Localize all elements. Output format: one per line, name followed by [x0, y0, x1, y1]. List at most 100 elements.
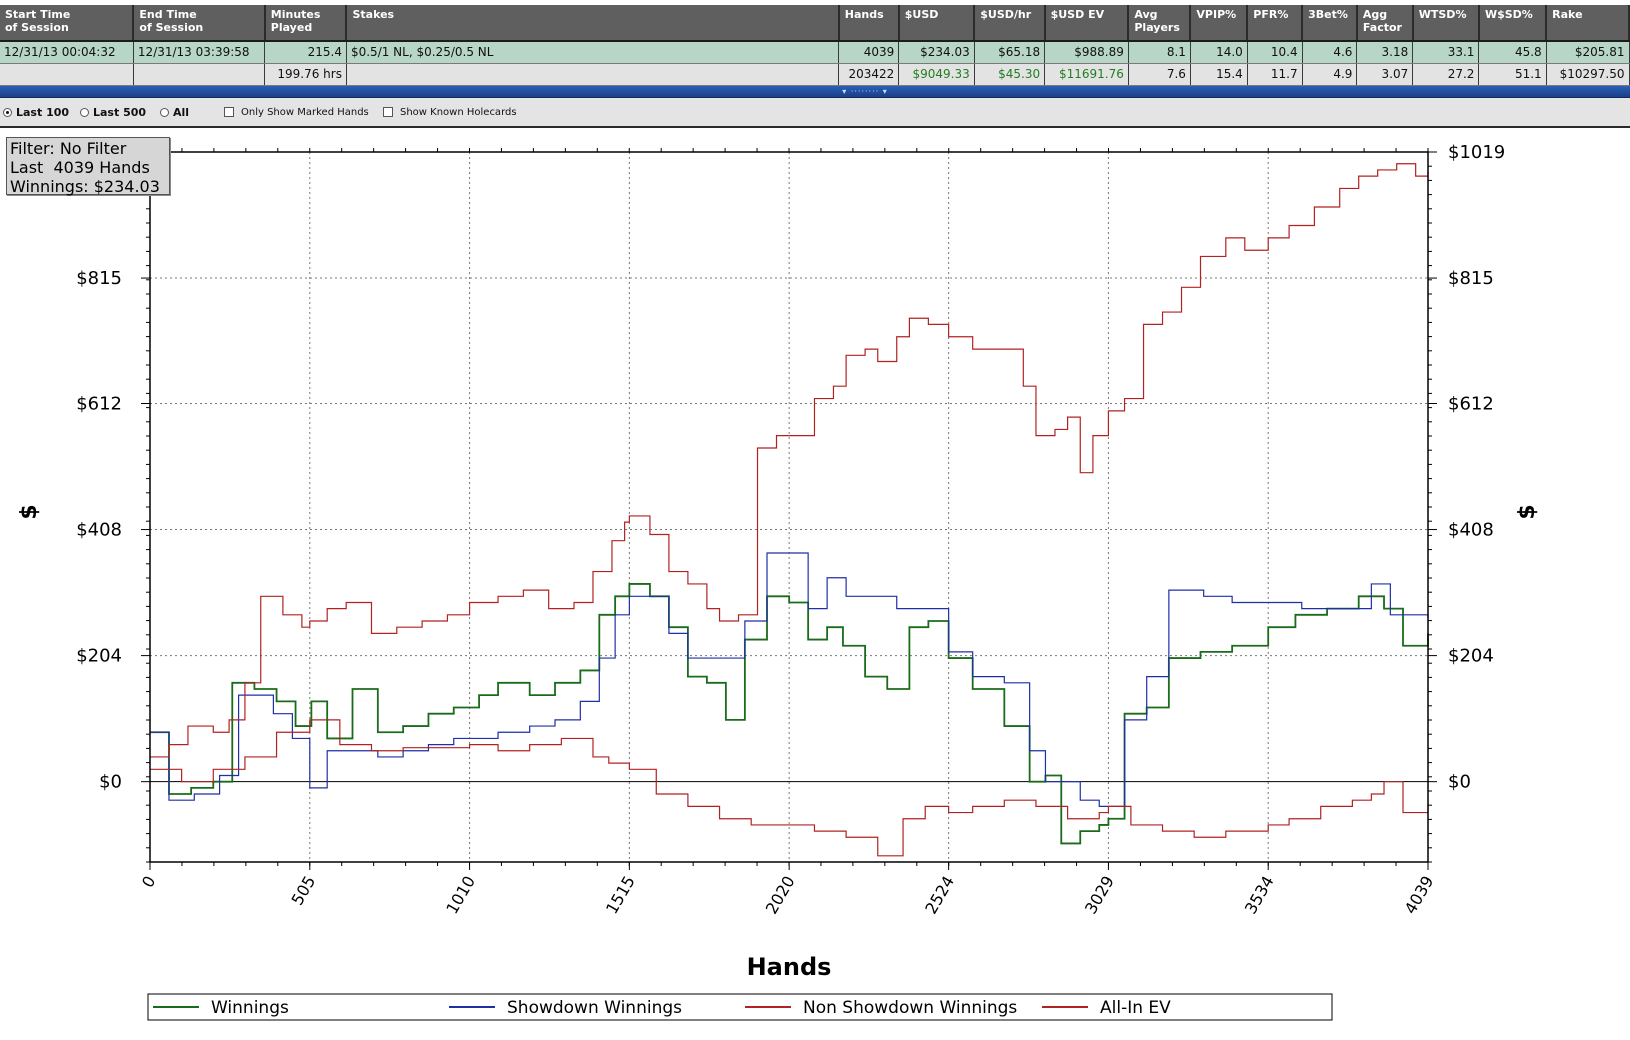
table-cell: 33.1 — [1412, 41, 1480, 64]
radio-label: Last 500 — [93, 105, 147, 119]
table-cell — [0, 63, 134, 86]
legend-label: Showdown Winnings — [507, 998, 682, 1018]
checkbox-icon[interactable] — [383, 107, 393, 117]
col-minutes-played[interactable]: Minutes Played — [264, 5, 348, 42]
y-tick-label-right: $204 — [1448, 646, 1494, 667]
radio-icon[interactable] — [160, 107, 169, 117]
y-tick-label-right: $408 — [1448, 520, 1494, 541]
winnings-graph: 0 505 1010 1515 2020 2524 3029 3534 4039 $0 $0 $204… — [17, 142, 1540, 1021]
table-cell: $988.89 — [1044, 41, 1129, 64]
y-tick-label-left: $815 — [76, 268, 122, 289]
table-cell: 3.18 — [1356, 41, 1414, 64]
table-cell — [133, 63, 266, 86]
x-tick-label: 2524 — [921, 873, 958, 918]
panel-splitter[interactable]: ▾ ········ ▾ — [0, 86, 1630, 98]
table-cell: $234.03 — [898, 41, 975, 64]
table-cell: 45.8 — [1478, 41, 1547, 64]
y-tick-label-left: $408 — [76, 520, 122, 541]
winnings-line: Winnings: $234.03 — [10, 177, 160, 196]
table-cell: 14.0 — [1190, 41, 1248, 64]
col-avg-players[interactable]: Avg Players — [1128, 5, 1192, 42]
series-line-allin_ev — [150, 163, 1429, 758]
checkbox-icon[interactable] — [224, 107, 234, 117]
table-cell: 12/31/13 03:39:58 — [133, 41, 266, 64]
table-cell: 51.1 — [1478, 63, 1547, 86]
series-line-showdown — [150, 552, 1429, 807]
y-axis-label-left: $ — [17, 504, 42, 519]
checkbox-known-holecards[interactable]: Show Known Holecards — [383, 105, 517, 119]
legend-box — [147, 993, 1333, 1021]
table-cell: $65.18 — [974, 41, 1046, 64]
x-tick-label: 3029 — [1081, 873, 1118, 918]
x-tick-label: 3534 — [1241, 873, 1278, 918]
y-tick-label-right: $1019 — [1448, 142, 1505, 163]
table-cell: 7.6 — [1128, 63, 1191, 86]
table-cell: 203422 — [838, 63, 900, 86]
radio-all[interactable]: All — [160, 105, 189, 119]
col-agg-factor[interactable]: Agg Factor — [1356, 5, 1414, 42]
plot-border — [149, 151, 1429, 863]
x-tick-label: 1010 — [442, 873, 479, 918]
col-3bet[interactable]: 3Bet% — [1302, 5, 1358, 42]
col-vpip[interactable]: VPIP% — [1190, 5, 1249, 42]
series-line-non_showdown — [150, 719, 1429, 857]
radio-selected-icon[interactable] — [3, 107, 12, 117]
table-cell: 199.76 hrs — [264, 63, 347, 86]
graph-options-bar: Last 100 Last 500 All Only Show Marked H… — [0, 98, 1630, 128]
table-cell: $45.30 — [974, 63, 1046, 86]
table-cell: 11.7 — [1247, 63, 1303, 86]
table-cell: 27.2 — [1412, 63, 1480, 86]
col-start-time[interactable]: Start Time of Session — [0, 5, 135, 42]
radio-last-100[interactable]: Last 100 — [3, 105, 69, 119]
col-usd-ev[interactable]: $USD EV — [1044, 5, 1130, 42]
col-rake[interactable]: Rake — [1546, 5, 1630, 42]
table-row-total[interactable]: 199.76 hrs 203422 $9049.33 $45.30 $11691… — [0, 63, 1630, 86]
table-cell: 15.4 — [1190, 63, 1248, 86]
table-cell: 4.9 — [1302, 63, 1358, 86]
checkbox-only-marked-hands[interactable]: Only Show Marked Hands — [224, 105, 369, 119]
y-tick-label-right: $815 — [1448, 268, 1494, 289]
legend-label: Winnings — [211, 998, 289, 1018]
col-wtsd[interactable]: WTSD% — [1412, 5, 1480, 42]
radio-icon[interactable] — [80, 107, 89, 117]
x-tick-label: 4039 — [1401, 873, 1438, 918]
y-tick-label-right: $612 — [1448, 393, 1494, 414]
col-hands[interactable]: Hands — [838, 5, 900, 42]
table-cell: 10.4 — [1247, 41, 1303, 64]
hands-count-line: Last 4039 Hands — [10, 158, 150, 177]
col-wsd[interactable]: W$SD% — [1478, 5, 1548, 42]
x-axis-label: Hands — [747, 953, 832, 981]
x-tick-label: 505 — [288, 873, 320, 909]
table-cell: $9049.33 — [898, 63, 975, 86]
y-tick-label-left: $0 — [99, 772, 122, 793]
legend-label: Non Showdown Winnings — [803, 998, 1017, 1018]
col-pfr[interactable]: PFR% — [1247, 5, 1304, 42]
col-usd-per-hr[interactable]: $USD/hr — [974, 5, 1046, 42]
table-row-session[interactable]: 12/31/13 00:04:32 12/31/13 03:39:58 215.… — [0, 41, 1630, 64]
x-tick-label: 2020 — [762, 873, 799, 918]
y-tick-label-left: $612 — [76, 393, 122, 414]
session-stats-table: Start Time of Session End Time of Sessio… — [0, 5, 1630, 86]
table-cell — [346, 63, 840, 86]
radio-label: Last 100 — [16, 105, 70, 119]
x-tick-label: 1515 — [602, 873, 639, 918]
filter-info-box: Filter: No Filter Last 4039 Hands Winnin… — [6, 137, 170, 196]
table-cell: 215.4 — [264, 41, 347, 64]
col-stakes[interactable]: Stakes — [346, 5, 840, 42]
table-cell: 8.1 — [1128, 41, 1191, 64]
col-usd[interactable]: $USD — [898, 5, 976, 42]
table-cell: 12/31/13 00:04:32 — [0, 41, 134, 64]
table-header-row: Start Time of Session End Time of Sessio… — [0, 5, 1630, 42]
radio-last-500[interactable]: Last 500 — [80, 105, 146, 119]
x-tick-label: 0 — [138, 873, 160, 891]
col-end-time[interactable]: End Time of Session — [133, 5, 266, 42]
y-tick-label-right: $0 — [1448, 772, 1471, 793]
y-axis-label-right: $ — [1515, 504, 1540, 519]
y-tick-label-left: $204 — [76, 646, 122, 667]
table-cell: $0.5/1 NL, $0.25/0.5 NL — [346, 41, 840, 64]
table-cell: $10297.50 — [1546, 63, 1630, 86]
checkbox-label: Only Show Marked Hands — [241, 106, 369, 118]
table-cell: $11691.76 — [1044, 63, 1129, 86]
splitter-grip-icon[interactable]: ▾ ········ ▾ — [842, 87, 888, 96]
table-cell: 4.6 — [1302, 41, 1358, 64]
